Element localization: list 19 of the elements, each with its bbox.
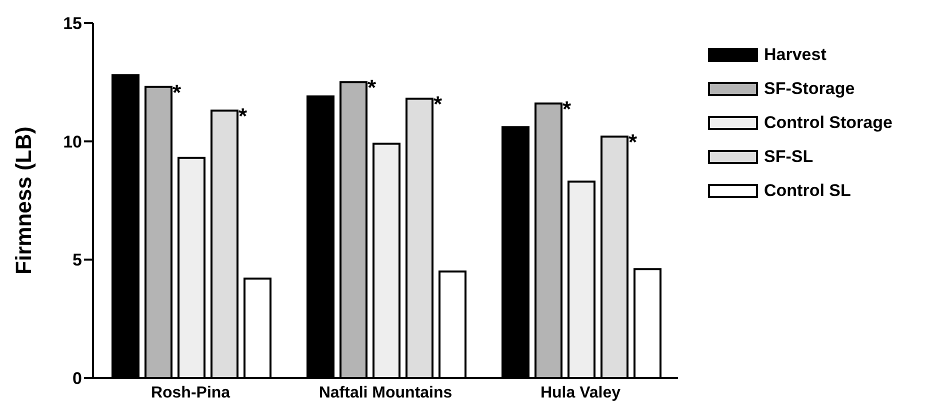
data-label: * (368, 75, 376, 100)
y-axis-title: Firmness (LB) (10, 126, 36, 274)
data-label: * (172, 80, 182, 105)
legend-label: SF-Storage (764, 79, 855, 99)
legend-label: Harvest (764, 45, 826, 65)
x-tick-label: Naftali Mountains (318, 384, 452, 402)
y-tick-label: 15 (63, 14, 82, 34)
y-tick-label: 10 (63, 132, 82, 152)
x-tick-label: Rosh-Pina (150, 384, 230, 402)
y-tick-label: 0 (72, 369, 82, 388)
x-tick-label: Hula Valey (540, 384, 621, 402)
data-label: * (628, 130, 638, 155)
legend-label: SF-SL (764, 147, 814, 167)
legend-label: Control SL (764, 181, 851, 201)
data-label: * (562, 96, 572, 122)
data-label: * (434, 92, 442, 117)
y-tick-label: 5 (72, 250, 82, 270)
legend-label: Control Storage (764, 113, 892, 133)
data-label: * (238, 104, 248, 129)
